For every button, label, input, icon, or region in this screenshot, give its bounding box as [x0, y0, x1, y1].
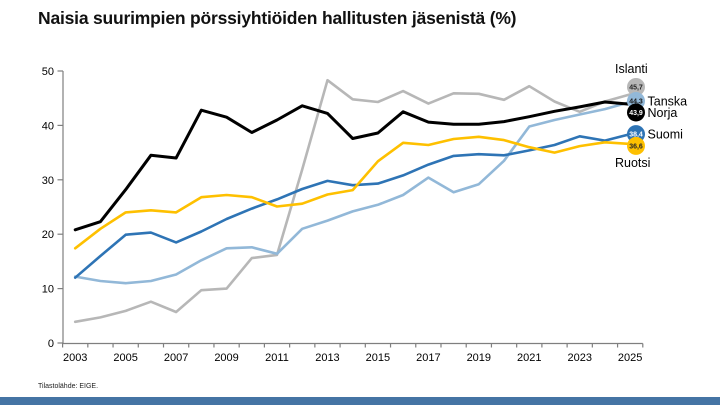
x-axis-label: 2025	[618, 352, 642, 364]
y-axis-label: 10	[42, 284, 54, 296]
end-label-circle-ruotsi	[627, 136, 645, 155]
end-label-value: 36,6	[629, 143, 643, 150]
x-axis-label: 2023	[567, 352, 591, 364]
page-title: Naisia suurimpien pörssiyhtiöiden hallit…	[38, 8, 517, 28]
y-axis-label: 40	[42, 120, 54, 132]
series-line-norja	[73, 100, 632, 232]
series-label-suomi: Suomi	[648, 128, 683, 142]
series-label-ruotsi: Ruotsi	[615, 156, 650, 170]
y-axis-label: 20	[42, 229, 54, 241]
y-axis-label: 0	[48, 338, 54, 350]
series-label-norja: Norja	[648, 106, 678, 120]
series-line-tanska	[73, 100, 632, 285]
x-axis-label: 2009	[214, 352, 238, 364]
end-label-circle-islanti	[627, 77, 645, 96]
x-axis-label: 2003	[63, 352, 87, 364]
footer-bar	[0, 397, 720, 405]
series-line-ruotsi	[73, 135, 632, 250]
x-axis-label: 2021	[517, 352, 541, 364]
series-end-labels: 45,7 Islanti 44,3 Tanska 43,9 Norja 38,4 Suomi 3…	[615, 62, 687, 170]
axes: 0 10 20 30 40 50 2003 2005 2007 2009 2011 2013 2015 2…	[42, 66, 644, 364]
y-axis-label: 50	[42, 66, 54, 78]
end-label-value: 43,9	[629, 110, 643, 117]
x-axis-label: 2013	[315, 352, 339, 364]
series-line-islanti	[73, 78, 632, 324]
series-label-tanska: Tanska	[648, 95, 688, 109]
x-axis-label: 2007	[164, 352, 188, 364]
y-axis-label: 30	[42, 175, 54, 187]
series-label-islanti: Islanti	[615, 62, 648, 76]
x-axis-label: 2017	[416, 352, 440, 364]
x-axis-label: 2019	[467, 352, 491, 364]
source-note: Tilastolähde: EIGE.	[38, 383, 99, 390]
x-axis-label: 2005	[113, 352, 137, 364]
x-axis-label: 2015	[366, 352, 390, 364]
end-label-value: 38,4	[629, 132, 643, 139]
end-label-circle-norja	[627, 103, 645, 122]
end-label-value: 44,3	[629, 99, 643, 106]
end-label-value: 45,7	[629, 84, 643, 91]
x-axis-label: 2011	[265, 352, 289, 364]
series-lines	[73, 78, 632, 324]
